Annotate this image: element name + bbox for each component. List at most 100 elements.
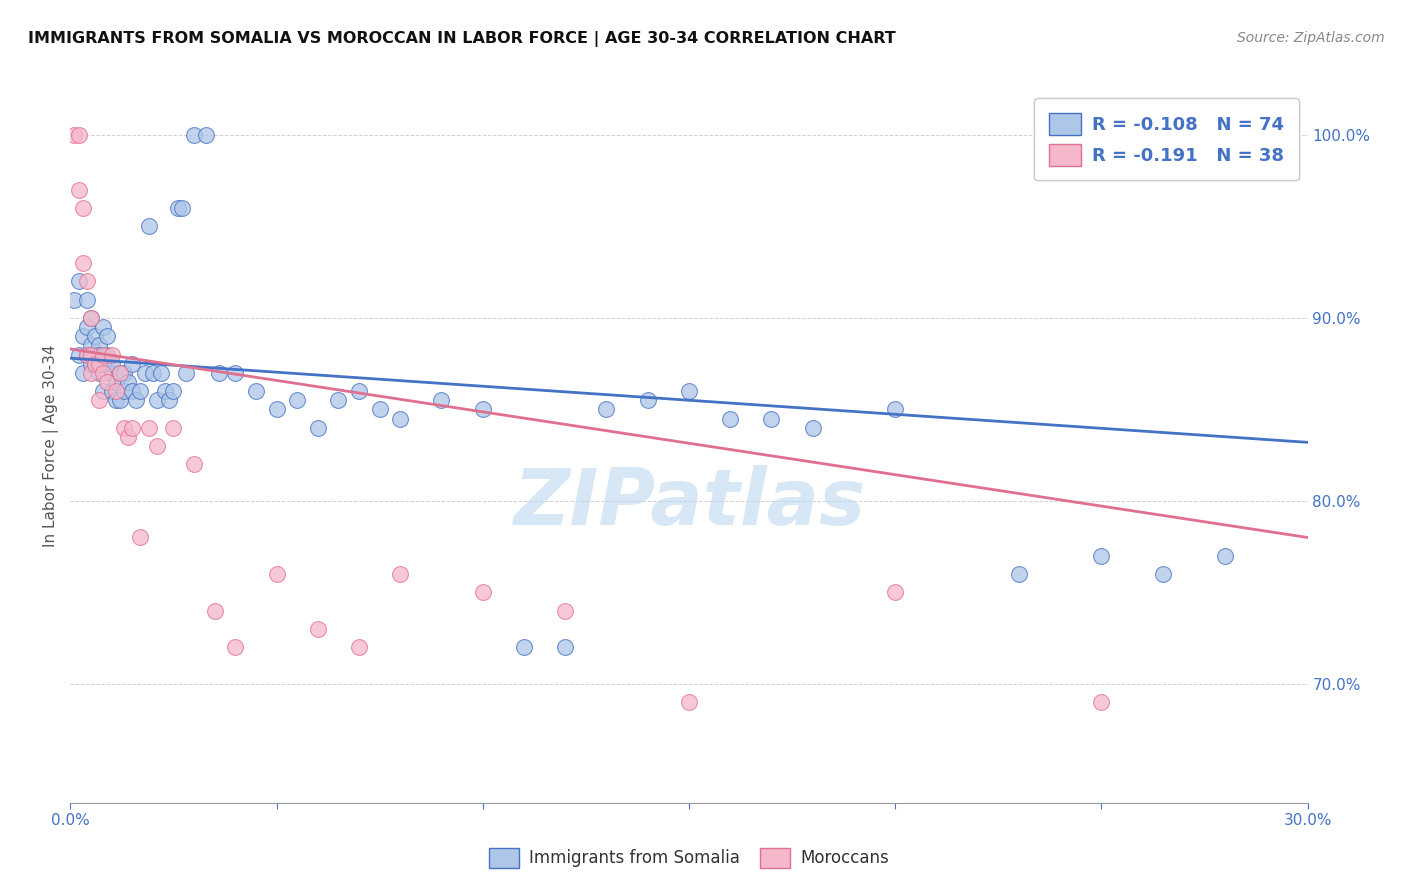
Point bbox=[162, 420, 184, 434]
Point bbox=[285, 393, 308, 408]
Point bbox=[678, 384, 700, 398]
Point bbox=[328, 393, 350, 408]
Point bbox=[224, 366, 246, 380]
Point bbox=[89, 366, 111, 380]
Point bbox=[430, 393, 453, 408]
Point bbox=[678, 695, 700, 709]
Point bbox=[76, 293, 98, 307]
Point bbox=[76, 347, 98, 361]
Point bbox=[80, 338, 103, 352]
Point bbox=[245, 384, 267, 398]
Point bbox=[121, 384, 143, 398]
Point bbox=[125, 393, 148, 408]
Point bbox=[100, 347, 122, 361]
Point bbox=[76, 274, 98, 288]
Point bbox=[112, 366, 135, 380]
Point bbox=[761, 411, 783, 425]
Point bbox=[89, 393, 111, 408]
Point bbox=[67, 274, 90, 288]
Point bbox=[129, 531, 152, 545]
Point bbox=[72, 256, 94, 270]
Point bbox=[134, 366, 156, 380]
Point bbox=[72, 201, 94, 215]
Point bbox=[84, 357, 107, 371]
Point bbox=[63, 293, 86, 307]
Point bbox=[84, 357, 107, 371]
Point bbox=[1213, 549, 1236, 563]
Point bbox=[117, 375, 139, 389]
Point bbox=[104, 384, 127, 398]
Point bbox=[307, 420, 329, 434]
Point bbox=[595, 402, 617, 417]
Point bbox=[138, 219, 160, 234]
Point bbox=[91, 366, 114, 380]
Point bbox=[108, 366, 131, 380]
Point bbox=[307, 622, 329, 636]
Point bbox=[91, 384, 114, 398]
Point bbox=[104, 375, 127, 389]
Text: IMMIGRANTS FROM SOMALIA VS MOROCCAN IN LABOR FORCE | AGE 30-34 CORRELATION CHART: IMMIGRANTS FROM SOMALIA VS MOROCCAN IN L… bbox=[28, 31, 896, 47]
Point bbox=[224, 640, 246, 655]
Point bbox=[84, 329, 107, 343]
Point bbox=[67, 128, 90, 142]
Point bbox=[89, 347, 111, 361]
Point bbox=[91, 347, 114, 361]
Point bbox=[80, 310, 103, 325]
Point bbox=[146, 439, 169, 453]
Point bbox=[112, 420, 135, 434]
Point bbox=[121, 420, 143, 434]
Point bbox=[554, 604, 576, 618]
Point bbox=[471, 402, 494, 417]
Point bbox=[801, 420, 824, 434]
Point bbox=[884, 402, 907, 417]
Point bbox=[1152, 567, 1174, 582]
Point bbox=[63, 128, 86, 142]
Point bbox=[208, 366, 231, 380]
Point bbox=[121, 357, 143, 371]
Point bbox=[129, 384, 152, 398]
Point bbox=[100, 366, 122, 380]
Point bbox=[153, 384, 176, 398]
Point bbox=[162, 384, 184, 398]
Text: ZIPatlas: ZIPatlas bbox=[513, 465, 865, 541]
Point bbox=[91, 357, 114, 371]
Point bbox=[183, 128, 205, 142]
Point bbox=[76, 347, 98, 361]
Point bbox=[67, 183, 90, 197]
Point bbox=[146, 393, 169, 408]
Legend: Immigrants from Somalia, Moroccans: Immigrants from Somalia, Moroccans bbox=[482, 841, 896, 875]
Point bbox=[67, 347, 90, 361]
Point bbox=[112, 384, 135, 398]
Point bbox=[89, 338, 111, 352]
Point bbox=[108, 393, 131, 408]
Point bbox=[157, 393, 180, 408]
Point bbox=[884, 585, 907, 599]
Point bbox=[80, 347, 103, 361]
Point bbox=[266, 567, 288, 582]
Point bbox=[96, 347, 118, 361]
Point bbox=[91, 320, 114, 334]
Point bbox=[138, 420, 160, 434]
Point bbox=[637, 393, 659, 408]
Point bbox=[718, 411, 741, 425]
Point bbox=[513, 640, 536, 655]
Point bbox=[170, 201, 193, 215]
Point bbox=[174, 366, 197, 380]
Point bbox=[150, 366, 173, 380]
Text: Source: ZipAtlas.com: Source: ZipAtlas.com bbox=[1237, 31, 1385, 45]
Point bbox=[389, 567, 412, 582]
Point bbox=[368, 402, 391, 417]
Point bbox=[1008, 567, 1031, 582]
Point bbox=[204, 604, 226, 618]
Point bbox=[266, 402, 288, 417]
Point bbox=[347, 384, 370, 398]
Point bbox=[104, 393, 127, 408]
Point bbox=[166, 201, 188, 215]
Point bbox=[142, 366, 165, 380]
Point bbox=[76, 320, 98, 334]
Point bbox=[80, 366, 103, 380]
Point bbox=[471, 585, 494, 599]
Point bbox=[1090, 549, 1112, 563]
Point bbox=[195, 128, 218, 142]
Point bbox=[80, 357, 103, 371]
